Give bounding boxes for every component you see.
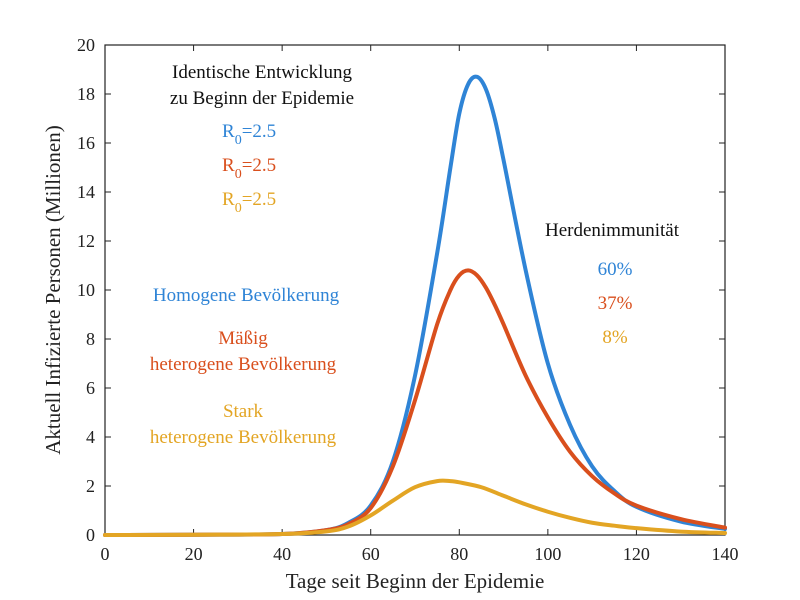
axis-ticks: 0 20 40 60 80 100 120 140 0 2 4 6 8 10 12 14 16 18 20 [77,35,739,564]
y-tick-label: 4 [86,427,95,447]
r0-value-red: =2.5 [242,155,276,176]
y-tick-label: 8 [86,329,95,349]
y-tick-label: 0 [86,525,95,545]
population-moderate-label-line1: Mäßig [218,328,268,349]
y-tick-label: 10 [77,280,95,300]
population-strong-label-line2: heterogene Bevölkerung [150,427,337,448]
y-axis-label: Aktuell Infizierte Personen (Millionen) [41,125,65,455]
x-tick-label: 140 [712,544,739,564]
y-tick-label: 2 [86,476,95,496]
population-strong-label-line1: Stark [223,401,264,422]
r0-symbol-gold: R [222,189,235,210]
r0-sub-blue: 0 [235,133,242,148]
x-tick-label: 60 [362,544,380,564]
y-tick-label: 20 [77,35,95,55]
r0-sub-gold: 0 [235,201,242,216]
y-tick-label: 12 [77,231,95,251]
x-axis-label: Tage seit Beginn der Epidemie [286,569,545,593]
x-tick-label: 20 [185,544,203,564]
r0-symbol-blue: R [222,121,235,142]
series-line-strong [103,478,727,537]
r0-label-red: R0=2.5 [222,155,276,182]
population-moderate-label-line2: heterogene Bevölkerung [150,354,337,375]
population-homogeneous-label: Homogene Bevölkerung [153,285,340,306]
y-tick-label: 6 [86,378,95,398]
r0-label-blue: R0=2.5 [222,121,276,148]
x-tick-label: 0 [101,544,110,564]
herd-immunity-blue: 60% [598,259,633,280]
series-lines [103,74,727,537]
r0-value-gold: =2.5 [242,189,276,210]
y-tick-label: 16 [77,133,95,153]
y-tick-label: 14 [77,182,95,202]
x-tick-label: 40 [273,544,291,564]
herd-immunity-red: 37% [598,293,633,314]
x-tick-label: 120 [623,544,650,564]
r0-value-blue: =2.5 [242,121,276,142]
herd-immunity-title: Herdenimmunität [545,220,680,241]
annotation-title-line2: zu Beginn der Epidemie [170,88,354,109]
herd-immunity-gold: 8% [602,327,628,348]
r0-symbol-red: R [222,155,235,176]
y-tick-label: 18 [77,84,95,104]
r0-label-gold: R0=2.5 [222,189,276,216]
x-tick-label: 100 [534,544,561,564]
annotation-title-line1: Identische Entwicklung [172,62,352,83]
r0-sub-red: 0 [235,167,242,182]
x-tick-label: 80 [450,544,468,564]
